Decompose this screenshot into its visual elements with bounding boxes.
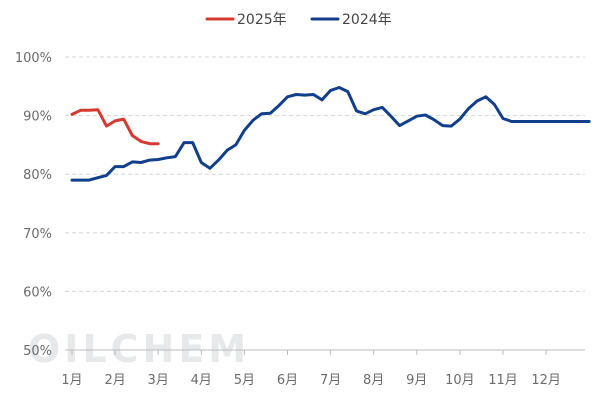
watermark-text: OILCHEM [28, 327, 250, 371]
x-tick-label: 2月 [104, 373, 125, 388]
x-tick-label: 3月 [148, 373, 169, 388]
y-tick-label: 60% [23, 285, 52, 300]
watermark-layer: OILCHEM [28, 327, 250, 371]
x-tick-label: 11月 [488, 373, 518, 388]
y-tick-label: 80% [23, 168, 52, 183]
x-tick-label: 7月 [320, 373, 341, 388]
x-tick-label: 6月 [277, 373, 298, 388]
series-line-1 [70, 86, 591, 182]
y-tick-label: 100% [15, 51, 52, 66]
axes: 1月 2月 3月 4月 5月 6月 7月 8月 9月 10月 11月 12月 [61, 349, 585, 388]
legend: 2025年 2024年 [205, 12, 392, 28]
y-tick-label: 70% [23, 227, 52, 242]
x-tick-label: 8月 [363, 373, 384, 388]
x-tick-label: 4月 [191, 373, 212, 388]
x-tick-label: 5月 [234, 373, 255, 388]
series-lines [70, 86, 591, 182]
x-tick-label: 10月 [445, 373, 475, 388]
x-tick-label: 1月 [61, 373, 82, 388]
legend-label-1: 2024年 [342, 12, 392, 28]
y-tick-label: 90% [23, 110, 52, 125]
legend-label-0: 2025年 [237, 12, 287, 28]
series-line-0 [70, 108, 160, 146]
gridlines: 50% 60% 70% 80% 90% 100% [15, 51, 585, 359]
x-tick-label: 9月 [406, 373, 427, 388]
y-tick-label: 50% [23, 344, 52, 359]
x-tick-label: 12月 [531, 373, 561, 388]
